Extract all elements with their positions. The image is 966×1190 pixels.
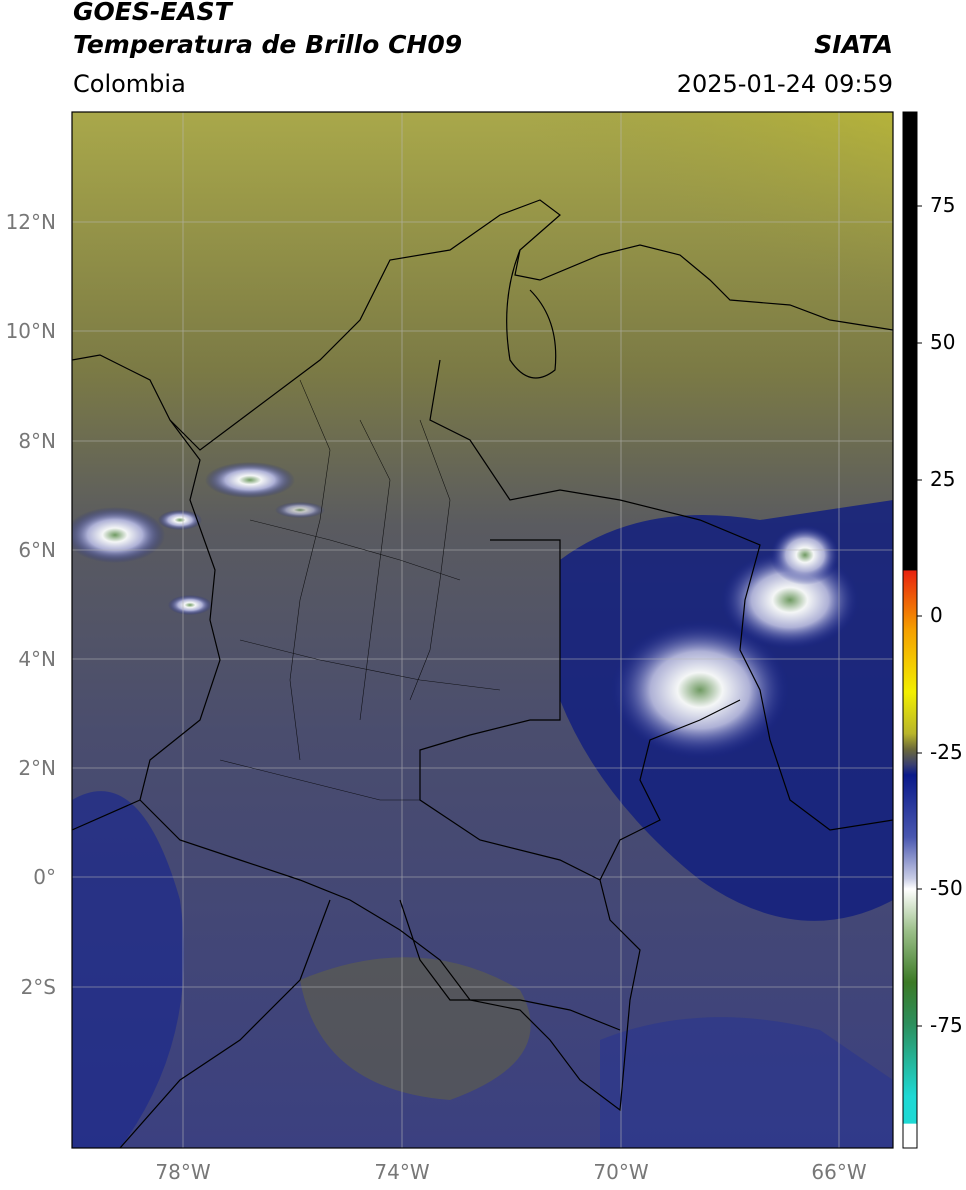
map-frame	[71, 111, 894, 1149]
lat-tick-label: 0°	[33, 865, 56, 889]
colorbar-tick-label: -75	[930, 1013, 963, 1037]
lat-tick-label: 2°S	[20, 975, 56, 999]
department-borders	[219, 379, 501, 801]
product-title: Temperatura de Brillo CH09	[73, 30, 463, 59]
brightness-temperature-field	[72, 112, 893, 1148]
lat-tick-label: 10°N	[5, 319, 56, 343]
lat-tick-label: 6°N	[18, 538, 56, 562]
colorbar-tick-label: -25	[930, 740, 963, 764]
satellite-title: GOES-EAST	[73, 0, 232, 26]
lat-tick-label: 2°N	[18, 756, 56, 780]
country-borders	[72, 199, 893, 1148]
colorbar	[902, 111, 918, 1149]
colorbar-tick-label: 0	[930, 603, 943, 627]
lon-tick-label: 78°W	[155, 1160, 211, 1184]
lat-tick-label: 8°N	[18, 429, 56, 453]
datetime-label: 2025-01-24 09:59	[676, 70, 893, 98]
colorbar-tick-label: 75	[930, 193, 956, 217]
agency-label: SIATA	[814, 30, 893, 59]
colorbar-tick-label: 25	[930, 467, 956, 491]
region-label: Colombia	[73, 70, 186, 98]
graticule	[72, 112, 893, 1148]
lon-tick-label: 66°W	[811, 1160, 867, 1184]
colorbar-tick-label: -50	[930, 876, 963, 900]
lon-tick-label: 74°W	[374, 1160, 430, 1184]
lat-tick-label: 4°N	[18, 647, 56, 671]
colorbar-tick-label: 50	[930, 330, 956, 354]
lat-tick-label: 12°N	[5, 210, 56, 234]
lon-tick-label: 70°W	[593, 1160, 649, 1184]
colorbar-tick-marks	[917, 205, 922, 1027]
